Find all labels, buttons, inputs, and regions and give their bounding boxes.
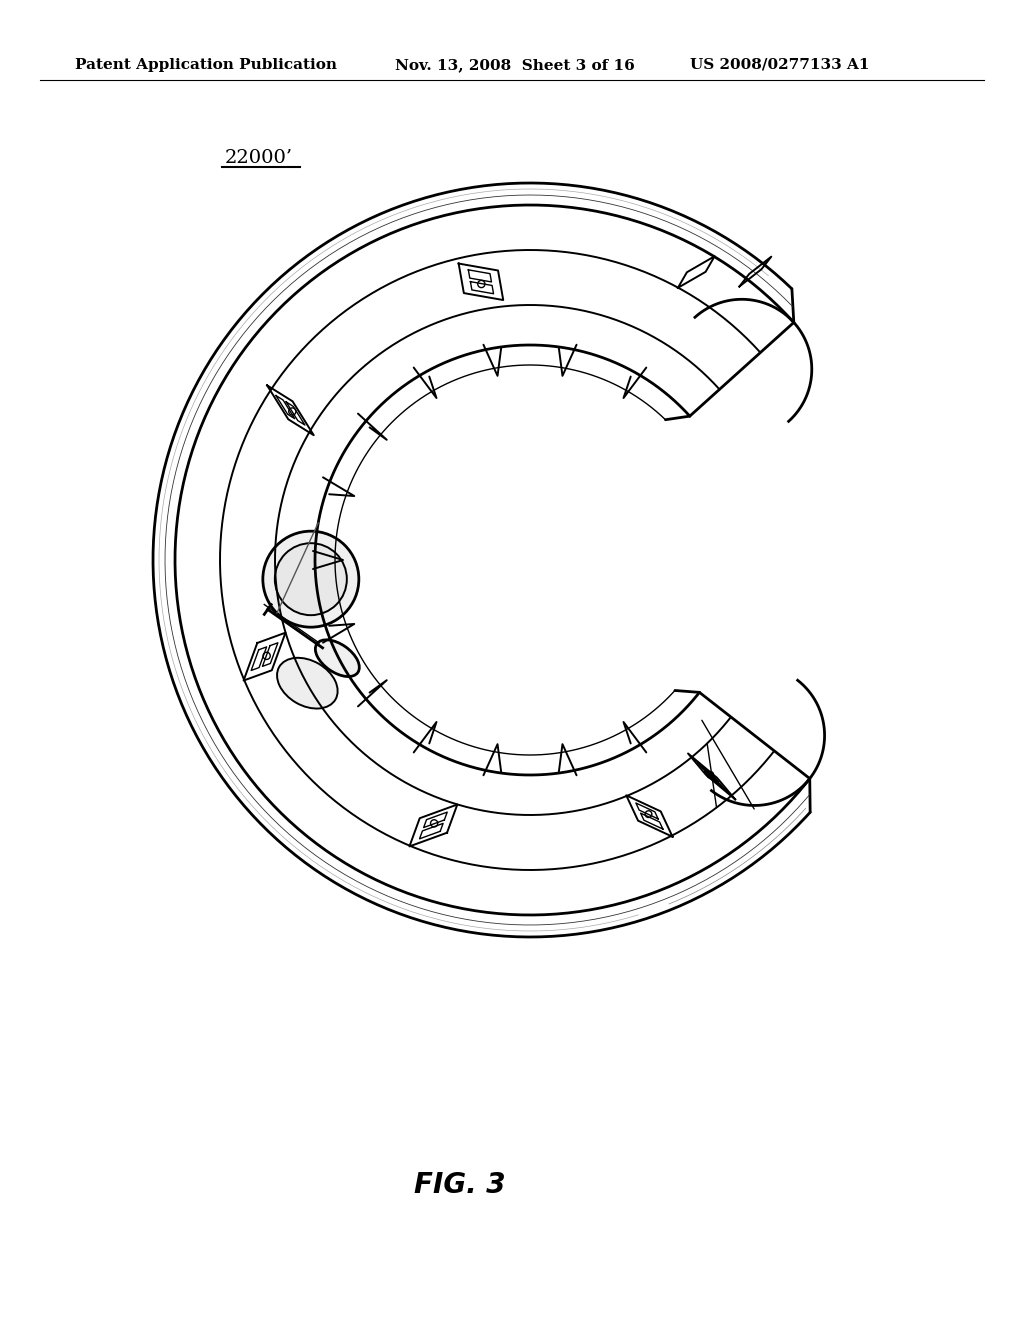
Circle shape bbox=[263, 531, 358, 627]
Text: US 2008/0277133 A1: US 2008/0277133 A1 bbox=[690, 58, 869, 73]
Ellipse shape bbox=[315, 640, 359, 677]
Text: 22000’: 22000’ bbox=[225, 149, 293, 168]
Ellipse shape bbox=[278, 657, 338, 709]
Text: Patent Application Publication: Patent Application Publication bbox=[75, 58, 337, 73]
Text: Nov. 13, 2008  Sheet 3 of 16: Nov. 13, 2008 Sheet 3 of 16 bbox=[395, 58, 635, 73]
Circle shape bbox=[274, 543, 347, 615]
Text: FIG. 3: FIG. 3 bbox=[415, 1171, 506, 1199]
